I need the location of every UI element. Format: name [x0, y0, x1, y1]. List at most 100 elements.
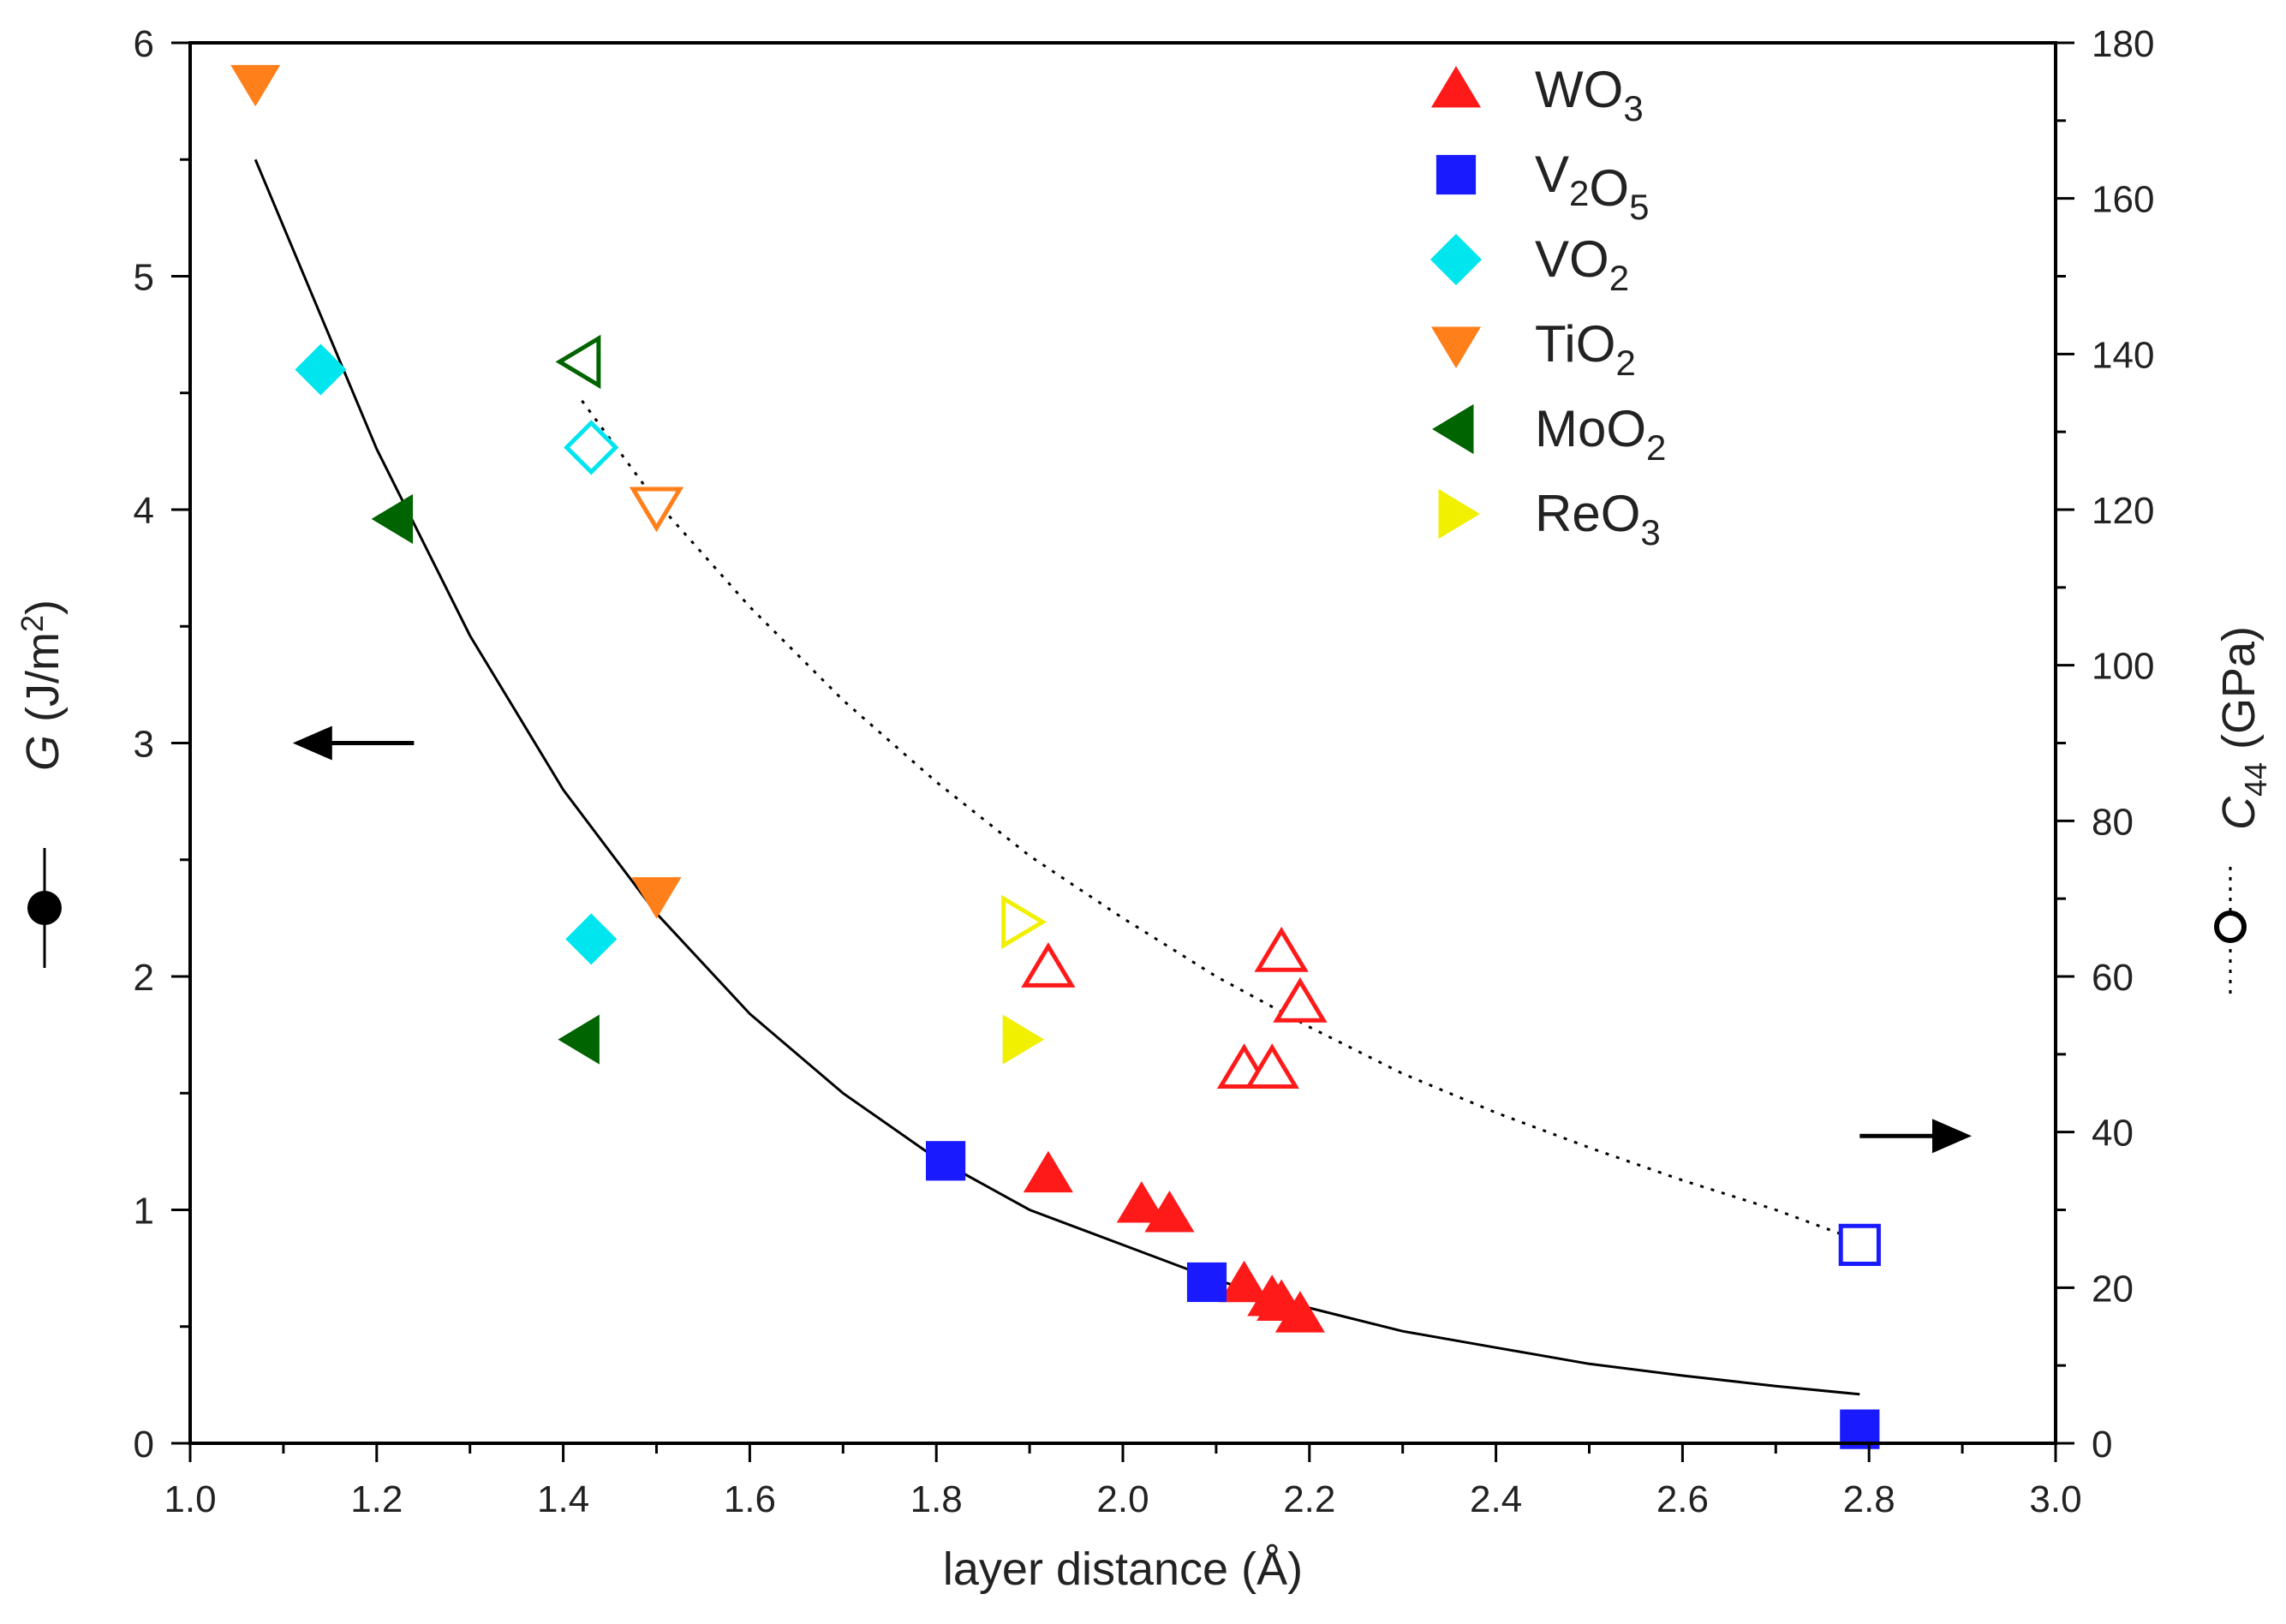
y-left-title-close: )	[17, 600, 69, 615]
x-tick-label: 3.0	[2029, 1478, 2081, 1520]
x-tick-label: 2.6	[1656, 1478, 1709, 1520]
legend-text-part: WO	[1535, 61, 1623, 118]
y-left-marker-sample-icon	[27, 891, 62, 925]
legend-label-V2O5: V2O5	[1535, 146, 1649, 227]
point-C44-WO3	[1273, 976, 1328, 1023]
legend-marker-TiO2-icon	[1430, 326, 1482, 368]
y-left-axis-title: G (J/m2)	[15, 600, 69, 771]
y-right-tick-label: 40	[2092, 1113, 2134, 1155]
x-tick-label: 1.6	[724, 1478, 776, 1520]
legend-marker-MoO2-icon	[1432, 403, 1474, 455]
legend-sub-part: 2	[1615, 343, 1635, 383]
y-left-tick-label: 6	[134, 23, 154, 65]
legend-sub-part: 2	[1609, 258, 1629, 298]
legend-sub-part: 5	[1629, 187, 1649, 227]
x-axis-title: layer distance (Å)	[943, 1543, 1303, 1595]
point-G-V2O5	[1186, 1262, 1227, 1303]
legend-text-part: V	[1535, 146, 1569, 203]
point-G-MoO2	[558, 1014, 600, 1065]
y-left-tick-label: 4	[134, 490, 154, 532]
arrow-left-icon	[292, 725, 415, 761]
point-G-TiO2	[631, 877, 682, 919]
axes: 1.0 1.2 1.4 1.6 1.8 2.0 2.2 2.4 2.6 2.8 3.0 0 1 2 3 4 5 6…	[15, 23, 2273, 1595]
data-points	[230, 64, 1881, 1449]
y-right-marker-sample-icon	[2214, 911, 2247, 943]
point-C44-ReO3	[1001, 894, 1048, 950]
legend-item-TiO2: TiO2	[1430, 315, 1636, 383]
legend-item-WO3: WO3	[1430, 61, 1644, 128]
legend-label-WO3: WO3	[1535, 61, 1644, 128]
y-right-tick-label: 160	[2092, 179, 2154, 221]
y-left-title-symbol: G	[17, 735, 69, 771]
fit-curves	[254, 158, 1860, 1396]
x-tick-label: 1.0	[164, 1478, 216, 1520]
y-right-title-sub: 44	[2238, 762, 2273, 797]
x-tick-label: 2.4	[1470, 1478, 1522, 1520]
y-right-tick-label: 20	[2092, 1268, 2134, 1310]
x-tick-label: 1.8	[910, 1478, 963, 1520]
legend-label-TiO2: TiO2	[1535, 315, 1636, 383]
y-right-tick-label: 100	[2092, 646, 2154, 688]
x-tick-label: 2.2	[1283, 1478, 1335, 1520]
legend-item-MoO2: MoO2	[1432, 400, 1666, 468]
legend-text-part: O	[1589, 159, 1629, 217]
y-right-axis-title: C44 (GPa)	[2213, 626, 2273, 830]
point-G-TiO2	[230, 64, 281, 107]
series-V2O5	[925, 1141, 1881, 1449]
arrow-head	[1931, 1119, 1972, 1154]
point-G-MoO2	[371, 493, 414, 544]
legend-label-ReO3: ReO3	[1535, 485, 1661, 552]
point-G-WO3	[1144, 1191, 1195, 1233]
y-right-title-unit: (GPa)	[2213, 626, 2265, 762]
series-TiO2	[230, 64, 684, 919]
y-left-tick-label: 3	[134, 724, 154, 766]
series-WO3	[1021, 926, 1328, 1333]
fit-curve-G	[254, 158, 1860, 1396]
y-right-axis-title-group: C44 (GPa)	[2213, 626, 2273, 994]
x-tick-label: 1.2	[350, 1478, 403, 1520]
y-left-title-sup: 2	[15, 615, 50, 632]
x-tick-label: 1.4	[537, 1478, 589, 1520]
y-left-tick-label: 0	[134, 1424, 154, 1466]
series-MoO2	[371, 334, 601, 1065]
legend-marker-V2O5-icon	[1435, 154, 1477, 195]
x-tick-label: 2.8	[1843, 1478, 1895, 1520]
point-C44-VO2	[564, 420, 619, 475]
y-left-title-unit: (J/m	[17, 632, 69, 735]
legend-sub-part: 2	[1569, 173, 1589, 213]
point-C44-V2O5	[1838, 1223, 1881, 1266]
series-VO2	[295, 343, 619, 965]
legend-marker-ReO3-icon	[1438, 488, 1480, 540]
y-right-tick-label: 80	[2092, 801, 2134, 843]
y-right-tick-label: 140	[2092, 334, 2154, 376]
y-left-tick-label: 5	[134, 257, 154, 299]
point-G-WO3	[1116, 1181, 1167, 1223]
legend-marker-VO2-icon	[1429, 233, 1483, 286]
point-C44-WO3	[1244, 1043, 1299, 1089]
point-G-VO2	[295, 343, 347, 396]
series-ReO3	[1001, 894, 1048, 1065]
y-right-tick-label: 180	[2092, 23, 2154, 65]
point-G-VO2	[565, 913, 618, 965]
legend-item-VO2: VO2	[1429, 230, 1629, 298]
legend-sub-part: 2	[1646, 427, 1666, 468]
point-C44-TiO2	[629, 487, 684, 533]
axis-arrows	[292, 725, 1972, 1154]
legend-item-ReO3: ReO3	[1438, 485, 1661, 552]
legend-label-MoO2: MoO2	[1535, 400, 1666, 468]
legend-sub-part: 3	[1623, 88, 1643, 128]
point-C44-WO3	[1254, 926, 1309, 972]
legend-marker-WO3-icon	[1430, 66, 1482, 108]
point-G-WO3	[1219, 1260, 1269, 1303]
legend-text-part: TiO	[1535, 315, 1615, 373]
legend-text-part: VO	[1535, 230, 1609, 288]
y-right-tick-label: 60	[2092, 957, 2134, 999]
legend-label-VO2: VO2	[1535, 230, 1629, 298]
legend-item-V2O5: V2O5	[1435, 146, 1649, 227]
point-C44-WO3	[1021, 942, 1076, 988]
y-left-axis-title-group: G (J/m2)	[15, 600, 69, 968]
y-right-tick-label: 0	[2092, 1424, 2112, 1466]
x-tick-label: 2.0	[1096, 1478, 1149, 1520]
